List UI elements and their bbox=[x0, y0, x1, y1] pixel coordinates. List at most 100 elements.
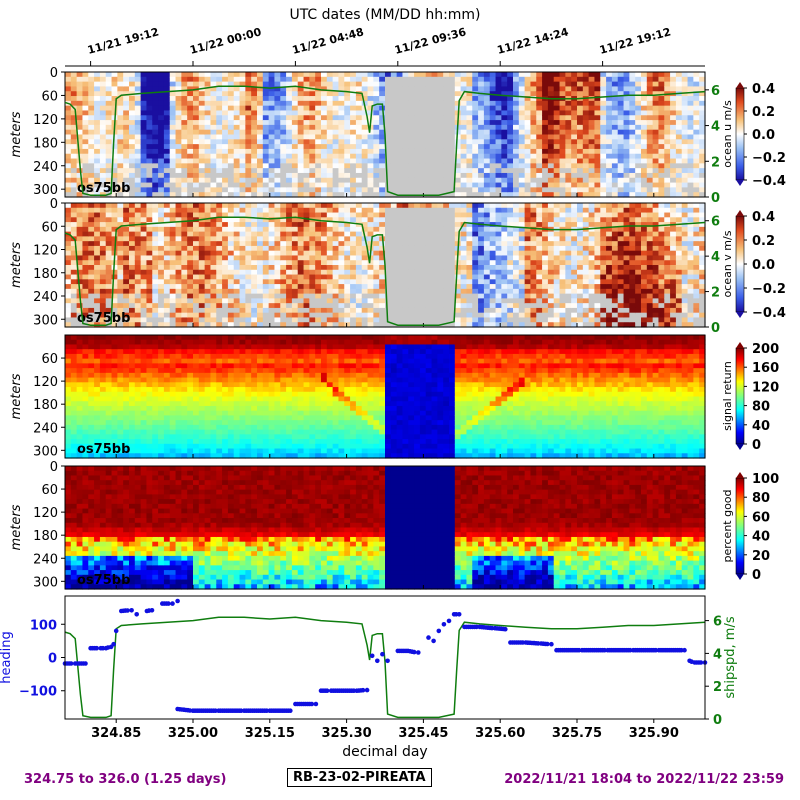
heatmap-cell bbox=[414, 203, 421, 209]
heatmap-cell bbox=[123, 81, 130, 88]
heatmap-cell bbox=[350, 245, 357, 252]
heatmap-cell bbox=[187, 322, 194, 328]
heatmap-cell bbox=[303, 163, 310, 169]
heatmap-cell bbox=[321, 100, 328, 107]
heatmap-cell bbox=[553, 76, 561, 83]
heatmap-cell bbox=[321, 91, 328, 97]
heatmap-cell bbox=[315, 144, 322, 150]
heatmap-cell bbox=[303, 124, 310, 131]
heatmap-cell bbox=[251, 207, 258, 214]
heatmap-cell bbox=[268, 322, 276, 328]
heatmap-cell bbox=[216, 86, 223, 92]
heatmap-cell bbox=[82, 255, 89, 261]
heatmap-cell bbox=[367, 134, 374, 140]
heatmap-cell bbox=[286, 158, 293, 164]
heatmap-cell bbox=[373, 76, 380, 83]
heatmap-cell bbox=[134, 120, 142, 126]
heatmap-cell bbox=[379, 322, 386, 328]
heatmap-cell bbox=[169, 177, 177, 184]
heatmap-cell bbox=[123, 124, 130, 131]
heatmap-cell bbox=[611, 158, 619, 164]
heatmap-cell bbox=[670, 105, 677, 112]
heatmap-cell bbox=[396, 260, 404, 266]
heatmap-cell bbox=[332, 222, 340, 228]
heatmap-cell bbox=[227, 293, 235, 299]
heatmap-cell bbox=[140, 226, 148, 233]
heatmap-cell bbox=[193, 100, 200, 107]
heatmap-cell bbox=[99, 279, 107, 285]
heatmap-cell bbox=[350, 144, 357, 150]
heatmap-cell bbox=[216, 279, 223, 285]
heatmap-cell bbox=[105, 115, 113, 121]
heatmap-cell bbox=[449, 96, 456, 102]
heatmap-cell bbox=[408, 236, 415, 242]
heatmap-cell bbox=[414, 72, 421, 78]
heatmap-cell bbox=[222, 265, 229, 271]
heatmap-cell bbox=[646, 177, 654, 184]
heatmap-cell bbox=[274, 100, 281, 107]
heatmap-cell bbox=[297, 288, 305, 295]
heatmap-cell bbox=[175, 217, 182, 223]
heatmap-cell bbox=[163, 182, 171, 188]
heatmap-cell bbox=[129, 148, 136, 155]
heatmap-cell bbox=[76, 279, 84, 285]
heatmap-cell bbox=[355, 279, 363, 285]
heatmap-cell bbox=[326, 100, 334, 107]
heatmap-cell bbox=[629, 72, 636, 78]
heatmap-cell bbox=[478, 241, 485, 247]
heatmap-cell bbox=[94, 153, 101, 160]
heatmap-cell bbox=[70, 288, 78, 295]
heatmap-cell bbox=[286, 255, 293, 261]
heatmap-cell bbox=[623, 91, 630, 97]
heatmap-cell bbox=[82, 231, 89, 237]
heatmap-cell bbox=[623, 76, 630, 83]
heatmap-cell bbox=[390, 241, 398, 247]
heatmap-cell bbox=[297, 120, 305, 126]
heatmap-cell bbox=[94, 120, 101, 126]
heatmap-cell bbox=[460, 241, 468, 247]
heatmap-cell bbox=[239, 312, 246, 319]
heatmap-cell bbox=[379, 91, 386, 97]
heatmap-cell bbox=[466, 129, 473, 136]
heatmap-cell bbox=[408, 139, 415, 145]
heatmap-cell bbox=[454, 168, 462, 174]
heatmap-cell bbox=[227, 222, 235, 228]
heatmap-cell bbox=[321, 139, 328, 145]
heatmap-cell bbox=[94, 274, 101, 280]
heatmap-cell bbox=[70, 207, 78, 214]
heatmap-cell bbox=[70, 100, 78, 107]
heatmap-cell bbox=[262, 81, 270, 88]
heatmap-cell bbox=[245, 260, 252, 266]
heatmap-cell bbox=[309, 163, 316, 169]
heatmap-cell bbox=[600, 81, 607, 88]
heatmap-cell bbox=[216, 250, 223, 257]
heatmap-cell bbox=[699, 148, 706, 155]
heatmap-cell bbox=[652, 144, 660, 150]
heatmap-cell bbox=[466, 207, 473, 214]
heatmap-cell bbox=[262, 236, 270, 242]
heatmap-cell bbox=[641, 148, 648, 155]
heatmap-cell bbox=[472, 203, 479, 209]
heatmap-cell bbox=[443, 217, 450, 223]
heatmap-cell bbox=[280, 255, 287, 261]
heatmap-cell bbox=[350, 163, 357, 169]
heatmap-cell bbox=[257, 231, 264, 237]
heatmap-cell bbox=[419, 158, 427, 164]
heatmap-cell bbox=[419, 91, 427, 97]
heatmap-cell bbox=[478, 120, 485, 126]
heatmap-cell bbox=[332, 110, 340, 116]
heatmap-cell bbox=[140, 172, 148, 179]
heatmap-cell bbox=[524, 163, 532, 169]
heatmap-cell bbox=[379, 303, 386, 309]
heatmap-cell bbox=[361, 124, 369, 131]
heatmap-cell bbox=[542, 168, 549, 174]
heatmap-cell bbox=[518, 110, 526, 116]
heatmap-cell bbox=[332, 303, 340, 309]
heatmap-cell bbox=[699, 76, 706, 83]
heatmap-cell bbox=[65, 212, 72, 218]
heatmap-cell bbox=[600, 177, 607, 184]
heatmap-cell bbox=[489, 312, 497, 319]
heatmap-cell bbox=[303, 298, 310, 304]
heatmap-cell bbox=[361, 222, 369, 228]
heatmap-cell bbox=[542, 86, 549, 92]
